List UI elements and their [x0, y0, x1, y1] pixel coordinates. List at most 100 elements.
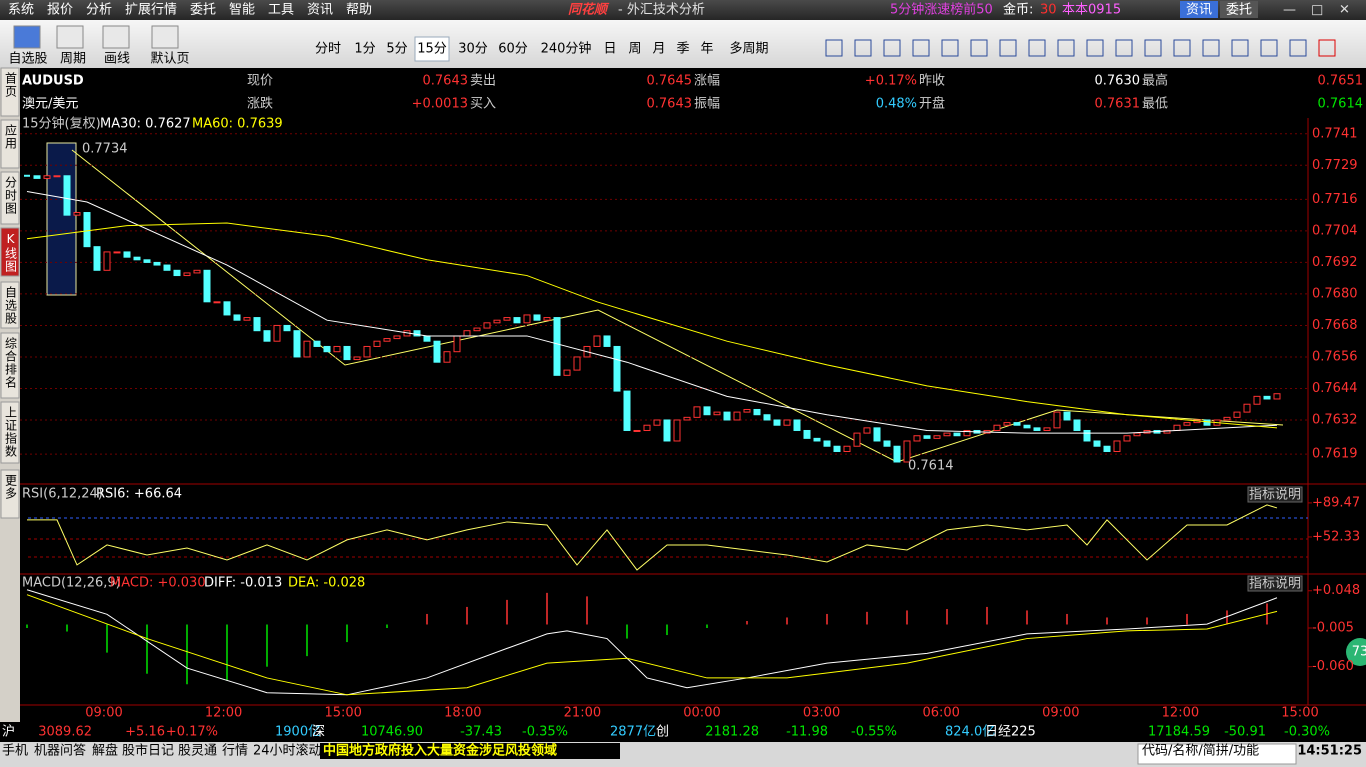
- candle: [903, 440, 911, 463]
- status-item[interactable]: 24小时滚动: [253, 743, 322, 759]
- status-item[interactable]: 机器问答: [34, 743, 86, 759]
- y-tick-label: -0.060: [1312, 659, 1354, 674]
- period-button[interactable]: 年: [700, 42, 713, 57]
- draw-tool[interactable]: [1144, 39, 1162, 57]
- help-label[interactable]: 指标说明: [1249, 577, 1301, 592]
- status-item[interactable]: 解盘: [92, 743, 118, 759]
- candle: [873, 427, 881, 442]
- side-tab-label[interactable]: 应用: [4, 123, 18, 150]
- help-label[interactable]: 指标说明: [1249, 488, 1301, 503]
- side-tab-label[interactable]: 分时图: [4, 176, 18, 215]
- tool-icon[interactable]: [56, 25, 84, 49]
- window-control[interactable]: ✕: [1339, 3, 1350, 18]
- status-item[interactable]: 股灵通: [178, 744, 217, 759]
- draw-tool[interactable]: [941, 39, 959, 57]
- candle: [463, 330, 471, 337]
- period-button[interactable]: 5分: [386, 42, 407, 57]
- period-button[interactable]: 月: [652, 42, 665, 57]
- news-headline[interactable]: 中国地方政府投入大量资金涉足风投领域: [323, 743, 557, 759]
- period-button[interactable]: 日: [603, 42, 616, 57]
- side-tab[interactable]: [0, 119, 20, 169]
- period-button[interactable]: 15分: [417, 42, 447, 57]
- menu-item[interactable]: 工具: [268, 3, 294, 18]
- side-tab[interactable]: [0, 227, 20, 277]
- draw-tool[interactable]: [1202, 39, 1220, 57]
- tool-label[interactable]: 默认页: [150, 51, 189, 67]
- help-button[interactable]: [1247, 486, 1303, 503]
- side-tab-label[interactable]: 综合排名: [4, 337, 18, 389]
- status-item[interactable]: 手机: [2, 744, 28, 759]
- draw-tool[interactable]: [825, 39, 843, 57]
- period-button[interactable]: 60分: [498, 42, 528, 57]
- status-item[interactable]: 行情: [222, 744, 248, 759]
- period-button[interactable]: 30分: [458, 42, 488, 57]
- side-tab-label[interactable]: 自选股: [4, 286, 18, 325]
- draw-tool[interactable]: [912, 39, 930, 57]
- candle: [53, 175, 61, 178]
- period-button[interactable]: 240分钟: [541, 41, 592, 57]
- candle: [1083, 429, 1091, 442]
- menu-item[interactable]: 资讯: [307, 3, 333, 18]
- ranking-link[interactable]: 5分钟涨速榜前50: [890, 2, 993, 18]
- top-button-label[interactable]: 资讯: [1186, 3, 1212, 18]
- side-tab[interactable]: [0, 67, 20, 117]
- side-tab[interactable]: [0, 401, 20, 464]
- tool-icon[interactable]: [151, 25, 179, 49]
- top-button[interactable]: [1220, 1, 1258, 18]
- badge-label[interactable]: 73: [1352, 645, 1366, 660]
- draw-tool[interactable]: [883, 39, 901, 57]
- side-tab-label[interactable]: 首页: [4, 72, 18, 98]
- badge[interactable]: [1346, 638, 1366, 666]
- menu-item[interactable]: 报价: [47, 3, 73, 18]
- tool-label[interactable]: 自选股: [8, 52, 47, 67]
- tool-icon[interactable]: [102, 25, 130, 49]
- draw-tool[interactable]: [1231, 39, 1249, 57]
- menu-bar: [0, 0, 1366, 20]
- menu-item[interactable]: 分析: [86, 3, 112, 18]
- period-button[interactable]: 分时: [315, 42, 341, 57]
- window-control[interactable]: —: [1283, 3, 1296, 18]
- candle: [713, 411, 721, 416]
- side-tab[interactable]: [0, 332, 20, 399]
- menu-item[interactable]: 系统: [8, 3, 34, 18]
- menu-item[interactable]: 帮助: [346, 3, 372, 18]
- search-box[interactable]: [1137, 743, 1297, 765]
- draw-tool[interactable]: [1260, 39, 1278, 57]
- window-control[interactable]: □: [1311, 3, 1323, 18]
- period-active[interactable]: [414, 36, 450, 62]
- draw-tool[interactable]: [1173, 39, 1191, 57]
- tool-label[interactable]: 周期: [60, 52, 86, 67]
- draw-tool[interactable]: [854, 39, 872, 57]
- quote-label: 买入: [470, 97, 496, 112]
- draw-tool[interactable]: [1028, 39, 1046, 57]
- top-button[interactable]: [1180, 1, 1218, 18]
- period-button[interactable]: 季: [676, 42, 689, 57]
- period-button[interactable]: 周: [628, 42, 641, 57]
- draw-tool[interactable]: [1086, 39, 1104, 57]
- draw-tool[interactable]: [970, 39, 988, 57]
- top-button-label[interactable]: 委托: [1226, 3, 1252, 18]
- draw-tool[interactable]: [1318, 39, 1336, 57]
- y-tick-label: 0.7716: [1312, 192, 1358, 207]
- side-tab[interactable]: [0, 281, 20, 329]
- search-placeholder[interactable]: 代码/名称/简拼/功能: [1142, 743, 1259, 759]
- menu-item[interactable]: 扩展行情: [125, 3, 177, 18]
- draw-tool[interactable]: [1057, 39, 1075, 57]
- help-button[interactable]: [1247, 575, 1303, 592]
- period-button[interactable]: 1分: [354, 42, 375, 57]
- side-tab-label[interactable]: 上证指数: [4, 406, 18, 458]
- tool-label[interactable]: 画线: [104, 52, 130, 67]
- side-tab[interactable]: [0, 469, 20, 519]
- draw-tool[interactable]: [999, 39, 1017, 57]
- x-tick-label: 12:00: [1162, 706, 1199, 721]
- side-tab-label[interactable]: 更多: [4, 474, 18, 500]
- tool-icon[interactable]: [13, 25, 41, 49]
- side-tab-label[interactable]: K线图: [4, 232, 18, 273]
- menu-item[interactable]: 委托: [190, 3, 216, 18]
- draw-tool[interactable]: [1115, 39, 1133, 57]
- menu-item[interactable]: 智能: [229, 3, 255, 18]
- side-tab[interactable]: [0, 171, 20, 225]
- status-item[interactable]: 股市日记: [122, 743, 174, 759]
- draw-tool[interactable]: [1289, 39, 1307, 57]
- period-button[interactable]: 多周期: [729, 41, 768, 57]
